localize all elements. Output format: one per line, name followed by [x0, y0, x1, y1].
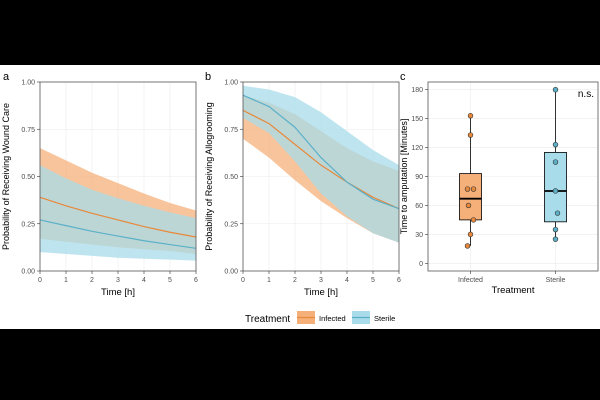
- panel-c-ytick-label-2: 60: [415, 203, 423, 210]
- panel-c-infected-point-4: [464, 186, 471, 192]
- panel-b-series-lines: [242, 94, 400, 210]
- panel-b-xtick-label-5: 5: [371, 277, 375, 284]
- panel-b-y-axis-label: Probability of Receiving Allogrooming: [204, 102, 214, 251]
- panel-c-significance-annotation: n.s.: [578, 89, 594, 100]
- panel-c-xtick-label-0: Infected: [458, 277, 483, 284]
- panel-c-x-ticks: Infected Sterile: [458, 271, 566, 284]
- panel-c-ytick-label-1: 30: [415, 232, 423, 239]
- panel-c-xtick-label-1: Sterile: [546, 277, 566, 284]
- panel-c-x-axis-label: Treatment: [492, 285, 535, 296]
- panel-b-xtick-label-1: 1: [267, 277, 271, 284]
- black-background-bottom: [0, 329, 600, 400]
- panel-a-ytick-label-0: 0.00: [21, 269, 35, 276]
- panel-b-ytick-label-4: 1.00: [224, 80, 238, 87]
- panel-c-box-plot: 0 30 60 90 120 150 180 Infected Sterile n.s. Tr…: [399, 81, 599, 296]
- panel-c-sterile-box: [544, 151, 567, 223]
- legend-title: Treatment: [245, 314, 290, 325]
- panel-c-infected-box: [459, 173, 482, 221]
- legend-label-sterile: Sterile: [374, 314, 395, 323]
- panel-c-sterile-point-5: [552, 141, 559, 148]
- panel-c-sterile-point-3: [552, 188, 559, 194]
- panel-c-sterile-point-2: [554, 210, 561, 216]
- panel-c-ytick-label-4: 120: [411, 145, 423, 152]
- panel-c-infected-point-0: [464, 243, 471, 249]
- panel-a-x-ticks: 0 1 2 3 4 5 6: [38, 271, 198, 284]
- panel-b-ytick-label-0: 0.00: [224, 269, 238, 276]
- panel-c-ytick-label-0: 0: [419, 261, 423, 268]
- panel-a-line-chart: 0.00 0.25 0.50 0.75 1.00 0 1 2 3 4 5 6 Time [h] Pr…: [1, 80, 198, 299]
- panel-b-xtick-label-4: 4: [345, 277, 349, 284]
- panel-a-ytick-label-2: 0.50: [21, 174, 35, 181]
- panel-label-a: a: [3, 71, 10, 83]
- panel-a-ytick-label-3: 0.75: [21, 127, 35, 134]
- panel-c-infected-point-7: [467, 113, 474, 119]
- panel-a-ytick-label-4: 1.00: [21, 80, 35, 87]
- panel-c-infected-point-6: [467, 132, 474, 138]
- panel-a-xtick-label-3: 3: [116, 277, 120, 284]
- panel-a-xtick-label-2: 2: [90, 277, 94, 284]
- panel-a-ytick-label-1: 0.25: [21, 221, 35, 228]
- panel-a-series-lines: [39, 196, 197, 249]
- panel-c-infected-point-3: [465, 202, 472, 209]
- panel-label-b: b: [205, 71, 211, 83]
- panel-a-line-sterile: [39, 219, 197, 249]
- panel-a-confidence-bands: [40, 148, 196, 261]
- panel-b-xtick-label-3: 3: [319, 277, 323, 284]
- panel-b-xtick-label-2: 2: [293, 277, 297, 284]
- panel-c-y-ticks: 0 30 60 90 120 150 180: [411, 87, 428, 268]
- panel-b-ytick-label-3: 0.75: [224, 127, 238, 134]
- panel-a-y-axis-label: Probability of Receiving Wound Care: [1, 103, 11, 250]
- panel-b-x-axis-label: Time [h]: [304, 287, 338, 298]
- panel-b-confidence-bands: [243, 85, 399, 243]
- panel-c-ytick-label-3: 90: [415, 174, 423, 181]
- panel-a-band-sterile: [40, 165, 196, 261]
- legend: Treatment Infected Sterile: [240, 305, 410, 329]
- panel-b-line-sterile: [242, 94, 400, 210]
- panel-c-ytick-label-6: 180: [411, 87, 423, 94]
- panel-b-xtick-label-6: 6: [397, 277, 401, 284]
- panel-c-sterile-point-1: [552, 226, 559, 233]
- panel-a-x-axis-label: Time [h]: [101, 287, 135, 298]
- panel-a-y-ticks: 0.00 0.25 0.50 0.75 1.00: [21, 80, 40, 276]
- panel-c-sterile-point-6: [552, 87, 559, 93]
- panel-b-ytick-label-2: 0.50: [224, 174, 238, 181]
- panel-c-boxes: [459, 87, 567, 249]
- panel-b-line-chart: 0.00 0.25 0.50 0.75 1.00 0 1 2 3 4 5 6 Time [h] Pr…: [204, 80, 401, 299]
- panel-label-c: c: [400, 71, 406, 83]
- panel-c-infected-point-2: [470, 217, 477, 223]
- panel-c-ytick-label-5: 150: [411, 116, 423, 123]
- panel-a-xtick-label-4: 4: [142, 277, 146, 284]
- panel-b-xtick-label-0: 0: [241, 277, 245, 284]
- panel-a-xtick-label-1: 1: [64, 277, 68, 284]
- panel-b-y-ticks: 0.00 0.25 0.50 0.75 1.00: [224, 80, 243, 276]
- panel-a-xtick-label-6: 6: [194, 277, 198, 284]
- panel-b-line-infected: [242, 109, 400, 210]
- panel-a-xtick-label-0: 0: [38, 277, 42, 284]
- panel-c-infected-point-5: [470, 186, 477, 192]
- panel-c-y-axis-label: Time to amputation [Minutes]: [399, 119, 409, 235]
- panel-c-grid: [428, 82, 598, 271]
- legend-label-infected: Infected: [319, 314, 346, 323]
- panel-b-ytick-label-1: 0.25: [224, 221, 238, 228]
- panel-c-sterile-point-0: [552, 236, 559, 242]
- panel-c-infected-point-1: [467, 231, 474, 238]
- legend-box: [240, 305, 410, 329]
- panel-a-line-infected: [39, 196, 197, 238]
- panel-b-band-sterile: [243, 85, 399, 243]
- panel-c-sterile-point-4: [552, 159, 559, 165]
- panel-b-x-ticks: 0 1 2 3 4 5 6: [241, 271, 401, 284]
- panel-a-xtick-label-5: 5: [168, 277, 172, 284]
